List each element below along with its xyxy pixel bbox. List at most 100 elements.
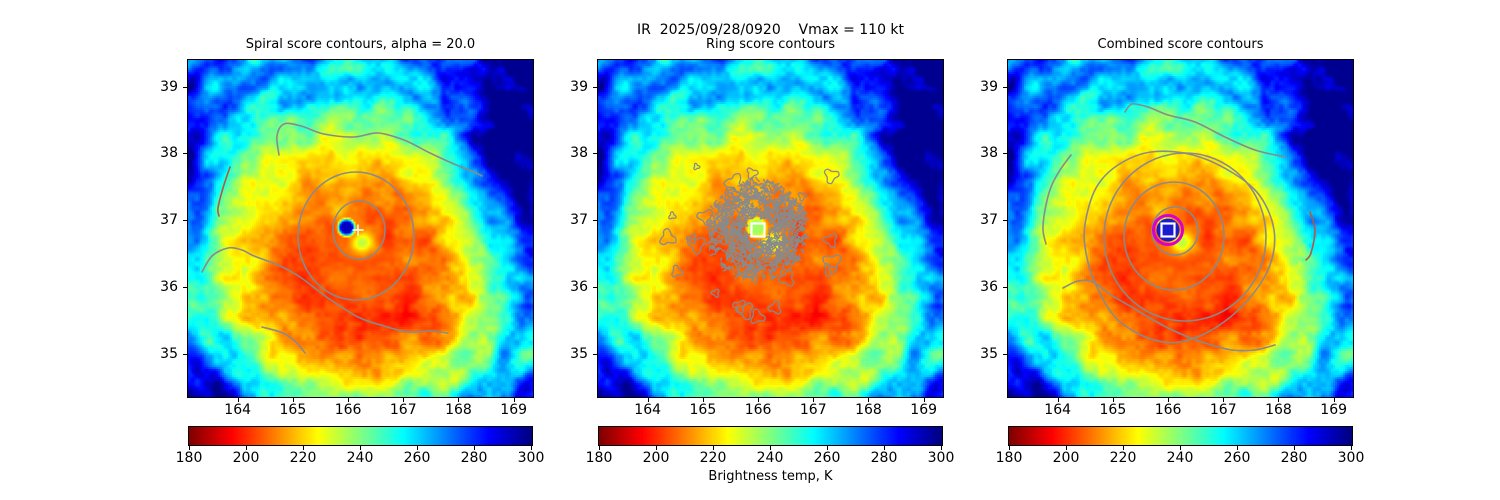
contour-speckle <box>726 189 730 195</box>
contour-speckle <box>741 249 748 254</box>
contour-speckle <box>735 221 739 227</box>
contour-speckle <box>736 271 741 276</box>
contour-blob <box>746 167 759 180</box>
contour-speckle <box>724 235 730 243</box>
ir-map <box>597 59 944 398</box>
colorbar-tick-label: 240 <box>756 450 784 466</box>
contour-speckle <box>783 268 788 272</box>
contour-speckle <box>804 234 810 240</box>
x-tick-mark <box>868 398 870 402</box>
contour-speckle <box>775 227 780 235</box>
colorbar-tick-label: 200 <box>232 450 260 466</box>
contour-speckle <box>773 212 778 218</box>
contour-speckle <box>797 257 803 261</box>
contour-speckle <box>731 237 734 240</box>
contour-speckle <box>743 209 749 215</box>
contour-speckle <box>756 248 761 253</box>
contour-speckle <box>715 223 723 228</box>
y-tick-mark <box>183 153 187 155</box>
x-tick-label: 165 <box>1099 402 1127 418</box>
contour-blob <box>823 168 840 185</box>
contour-speckle <box>749 185 756 190</box>
contour-speckle <box>772 200 778 206</box>
contour-speckle <box>788 235 801 242</box>
contour-speckle <box>750 264 754 270</box>
colorbar-tick-mark <box>1294 446 1295 450</box>
contour-speckle <box>769 188 774 196</box>
contour-speckle <box>780 194 788 200</box>
contour-speckle <box>728 205 732 211</box>
contour-speckle <box>725 257 730 262</box>
contour-speckle <box>778 271 783 276</box>
contour-speckle <box>729 228 736 235</box>
contour-speckle <box>785 216 794 222</box>
contour-speckle <box>784 217 790 225</box>
contour-speckle <box>733 205 737 211</box>
contour-speckle <box>767 230 772 235</box>
contour-speckle <box>728 250 733 258</box>
contour-speckle <box>772 254 779 262</box>
colorbar-tick-label: 260 <box>813 450 841 466</box>
x-tick-label: 166 <box>744 402 772 418</box>
y-tick-mark <box>593 220 597 222</box>
contour-speckle <box>743 194 749 200</box>
contour-speckle <box>801 212 807 217</box>
contour-speckle <box>790 249 796 257</box>
contour-speckle <box>768 273 771 276</box>
y-tick-mark <box>1003 353 1007 355</box>
contour-speckle <box>717 204 721 211</box>
contour-speckle <box>772 243 776 247</box>
contour-speckle <box>745 271 753 278</box>
colorbar-tick-label: 300 <box>517 450 545 466</box>
contour-speckle <box>803 232 808 237</box>
contour-speckle <box>746 265 750 270</box>
contour-speckle <box>743 241 748 245</box>
contour-speckle <box>716 208 723 216</box>
contour-speckle <box>778 199 785 203</box>
x-tick-mark <box>1057 398 1059 402</box>
contour-line <box>1062 279 1276 352</box>
contour-speckle <box>754 176 760 182</box>
contour-speckle <box>731 197 736 206</box>
colorbar-tick-label: 200 <box>642 450 670 466</box>
contour-speckle <box>748 255 755 264</box>
contour-speckle <box>726 245 731 252</box>
colorbar <box>188 426 533 446</box>
panel-title: Ring score contours <box>705 37 836 52</box>
colorbar-tick-label: 280 <box>1280 450 1308 466</box>
colorbar-tick-mark <box>1066 446 1067 450</box>
contour-speckle <box>750 268 754 273</box>
contour-speckle <box>773 221 777 229</box>
contour-speckle <box>732 272 736 275</box>
ir-map <box>187 59 534 398</box>
contour-speckle <box>756 255 759 262</box>
contour-speckle <box>746 244 755 250</box>
y-tick-label: 36 <box>570 278 588 295</box>
contour-speckle <box>748 275 754 280</box>
contour-speckle <box>728 202 732 208</box>
contour-speckle <box>783 202 787 206</box>
contour-speckle <box>777 215 782 222</box>
contour-speckle <box>772 206 778 211</box>
contour-blob <box>723 173 743 193</box>
figure-suptitle: IR 2025/09/28/0920 Vmax = 110 kt <box>636 22 905 38</box>
contour-speckle <box>738 264 743 270</box>
contour-line <box>1042 154 1072 245</box>
contour-line <box>1124 103 1286 158</box>
contour-speckle <box>744 214 750 219</box>
contour-speckle <box>731 265 734 269</box>
contour-speckle <box>779 255 782 262</box>
contour-speckle <box>740 225 746 230</box>
contour-speckle <box>719 257 723 262</box>
contour-blob <box>693 162 701 171</box>
contour-speckle <box>793 242 798 248</box>
contour-speckle <box>787 259 793 265</box>
x-tick-label: 167 <box>1209 402 1237 418</box>
contour-speckle <box>798 222 805 226</box>
contour-speckle <box>731 268 736 271</box>
contour-speckle <box>791 208 794 213</box>
x-tick-label: 165 <box>689 402 717 418</box>
contour-speckle <box>711 228 717 233</box>
contour-speckle <box>758 199 762 203</box>
